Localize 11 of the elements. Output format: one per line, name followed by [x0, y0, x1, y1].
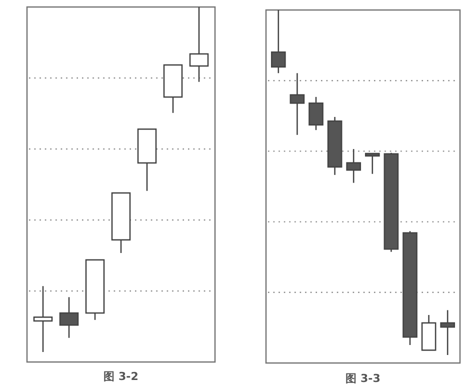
- text: 图 3-3: [346, 372, 380, 385]
- candlestick: [308, 96, 324, 131]
- candlestick: [33, 285, 53, 353]
- candlestick: [189, 6, 209, 83]
- candlestick: [290, 72, 305, 136]
- candlestick: [440, 310, 456, 356]
- candlestick: [59, 296, 79, 339]
- text: 图 3-2: [104, 370, 138, 383]
- candlestick: [270, 9, 286, 74]
- candlestick: [346, 148, 362, 184]
- candlestick: [364, 152, 380, 175]
